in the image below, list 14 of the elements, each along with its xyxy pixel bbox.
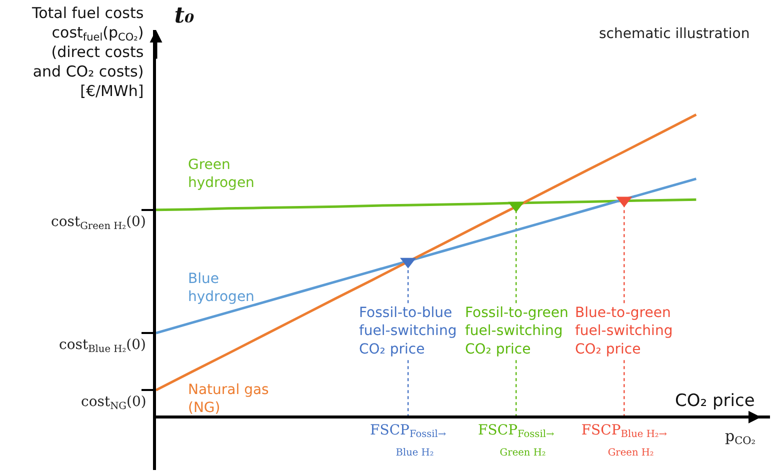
annotation: cost$_{NG}$(0)	[81, 394, 146, 412]
series-label: Natural gas (NG)	[188, 382, 269, 416]
annotation: Fossil-to-blue fuel-switching CO₂ price	[359, 305, 457, 358]
chart-title: t₀	[174, 2, 195, 29]
x-axis-title: CO₂ price	[675, 391, 755, 411]
series-label: Green hydrogen	[188, 157, 254, 192]
annotation: Blue-to-green fuel-switching CO₂ price	[575, 305, 673, 358]
text: schematic illustration	[599, 26, 750, 42]
series-label: Blue hydrogen	[188, 271, 254, 306]
annotation: cost$_{Green H₂}$(0)	[51, 214, 146, 232]
text: Total fuel costs cost$_{fuel}$(p$_{CO₂}$) (direct costs and CO₂ costs) [€/MWh]	[32, 4, 144, 100]
annotation: cost$_{Blue H₂}$(0)	[59, 337, 146, 355]
annotation: Fossil-to-green fuel-switching CO₂ price	[465, 305, 568, 358]
text: p$_{CO₂}$	[725, 427, 756, 448]
